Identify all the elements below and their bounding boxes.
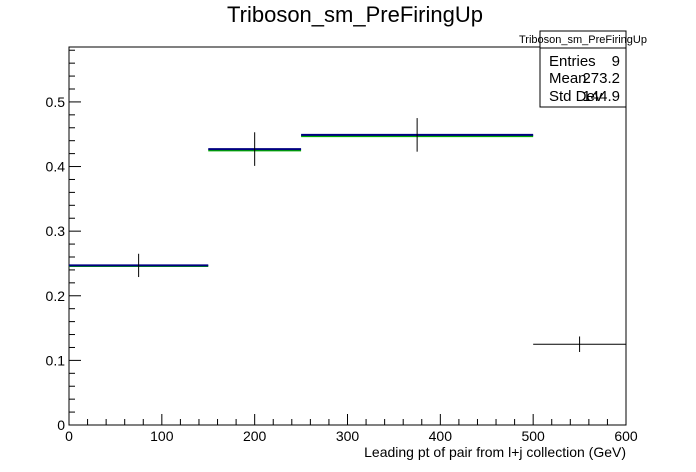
main-series [69, 118, 626, 352]
stats-mean-label: Mean [549, 70, 587, 87]
x-axis: 0 100 200 300 400 500 600 [65, 414, 638, 444]
chart-title: Triboson_sm_PreFiringUp [227, 2, 483, 27]
y-tick-label: 0.5 [46, 94, 66, 110]
stats-entries-label: Entries [549, 53, 596, 70]
y-tick-label: 0 [57, 417, 65, 433]
y-tick-label: 0.1 [46, 352, 66, 368]
stats-entries-value: 9 [612, 53, 620, 70]
x-tick-label: 100 [150, 428, 174, 444]
x-axis-title: Leading pt of pair from l+j collection (… [364, 444, 626, 460]
x-tick-label: 500 [521, 428, 545, 444]
y-tick-label: 0.3 [46, 223, 66, 239]
stats-box-title: Triboson_sm_PreFiringUp [519, 34, 647, 46]
x-tick-label: 400 [429, 428, 453, 444]
stats-box-frame [539, 30, 627, 108]
stats-stddev-value: 144.9 [582, 88, 620, 105]
overlay-series [69, 135, 534, 268]
stats-stddev-label: Std Dev [549, 88, 603, 105]
x-tick-label: 200 [243, 428, 267, 444]
y-tick-label: 0.4 [46, 159, 66, 175]
stats-box: Triboson_sm_PreFiringUp Entries 9 Mean 2… [519, 30, 647, 108]
x-tick-label: 300 [336, 428, 360, 444]
x-tick-label: 600 [614, 428, 638, 444]
x-tick-label: 0 [65, 428, 73, 444]
stats-mean-value: 273.2 [582, 70, 620, 87]
y-axis: 0 0.1 0.2 0.3 0.4 0.5 [46, 49, 81, 433]
y-tick-label: 0.2 [46, 288, 66, 304]
